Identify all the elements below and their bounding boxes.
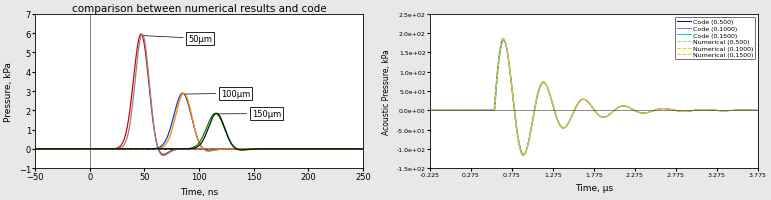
Numerical (0,1500) (519, 154, 528, 156)
Numerical (0,500) (753, 110, 763, 112)
Numerical (0,500) (686, 110, 695, 112)
Numerical (0,500) (426, 110, 435, 112)
Code (0,1500) (544, 90, 554, 92)
Code (0,1000) (686, 110, 695, 112)
Code (0,1000) (544, 90, 554, 92)
Title: comparison between numerical results and code: comparison between numerical results and… (72, 4, 326, 14)
Numerical (0,500) (519, 155, 528, 157)
Numerical (0,1000) (544, 90, 554, 92)
Numerical (0,1500) (544, 90, 554, 92)
Line: Code (0,1000): Code (0,1000) (430, 41, 758, 155)
Code (0,1000) (426, 110, 435, 112)
Numerical (0,1000) (519, 154, 528, 157)
Line: Code (0,1500): Code (0,1500) (430, 41, 758, 154)
Code (0,500) (753, 110, 763, 112)
Numerical (0,500) (634, 111, 643, 114)
Code (0,1000) (753, 110, 763, 112)
Code (0,500) (499, 39, 508, 41)
Numerical (0,500) (668, 109, 678, 112)
Code (0,500) (686, 110, 695, 112)
Code (0,500) (519, 154, 528, 156)
Numerical (0,500) (544, 91, 554, 93)
Numerical (0,1000) (442, 110, 451, 112)
Legend: Code (0,500), Code (0,1000), Code (0,1500), Numerical (0,500), Numerical (0,1000: Code (0,500), Code (0,1000), Code (0,150… (675, 18, 755, 60)
Code (0,500) (544, 90, 554, 93)
Numerical (0,1500) (619, 105, 628, 108)
Y-axis label: Acoustic Pressure, kPa: Acoustic Pressure, kPa (382, 49, 391, 134)
Y-axis label: Pressure, kPa: Pressure, kPa (4, 62, 13, 121)
Numerical (0,1500) (668, 109, 678, 112)
Numerical (0,1500) (426, 110, 435, 112)
Numerical (0,500) (499, 37, 508, 40)
Code (0,1500) (426, 110, 435, 112)
Numerical (0,1500) (753, 110, 763, 112)
Code (0,1500) (634, 111, 643, 114)
Code (0,1500) (619, 105, 628, 108)
Code (0,500) (442, 110, 451, 112)
Numerical (0,1500) (442, 110, 451, 112)
Code (0,1000) (619, 105, 628, 108)
Numerical (0,1500) (499, 39, 508, 41)
Code (0,1000) (668, 109, 678, 112)
Code (0,1500) (519, 153, 528, 156)
Numerical (0,1000) (634, 111, 643, 114)
X-axis label: Time, ns: Time, ns (180, 187, 218, 196)
Code (0,1000) (442, 110, 451, 112)
Numerical (0,1000) (753, 110, 763, 112)
Numerical (0,1500) (686, 110, 695, 112)
Numerical (0,500) (619, 105, 628, 108)
Code (0,1000) (499, 40, 508, 42)
Code (0,500) (634, 111, 643, 114)
Text: 150μm: 150μm (218, 110, 281, 118)
Numerical (0,1500) (634, 111, 643, 114)
Code (0,500) (426, 110, 435, 112)
Line: Numerical (0,500): Numerical (0,500) (430, 39, 758, 156)
Numerical (0,1000) (686, 110, 695, 112)
Code (0,500) (619, 105, 628, 108)
Code (0,1500) (686, 110, 695, 112)
Line: Code (0,500): Code (0,500) (430, 40, 758, 155)
Code (0,1500) (442, 110, 451, 112)
Numerical (0,500) (442, 110, 451, 112)
Text: 50μm: 50μm (144, 35, 212, 44)
Code (0,1000) (519, 154, 528, 156)
Code (0,500) (668, 109, 678, 112)
Numerical (0,1000) (426, 110, 435, 112)
Numerical (0,1000) (668, 109, 678, 112)
Numerical (0,1000) (499, 38, 508, 41)
Text: 100μm: 100μm (186, 89, 251, 98)
Code (0,1500) (753, 110, 763, 112)
Numerical (0,1000) (619, 105, 628, 108)
Code (0,1000) (634, 111, 643, 114)
Line: Numerical (0,1000): Numerical (0,1000) (430, 39, 758, 156)
Code (0,1500) (668, 109, 678, 112)
Code (0,1500) (499, 40, 508, 43)
Line: Numerical (0,1500): Numerical (0,1500) (430, 40, 758, 155)
X-axis label: Time, μs: Time, μs (575, 183, 613, 192)
